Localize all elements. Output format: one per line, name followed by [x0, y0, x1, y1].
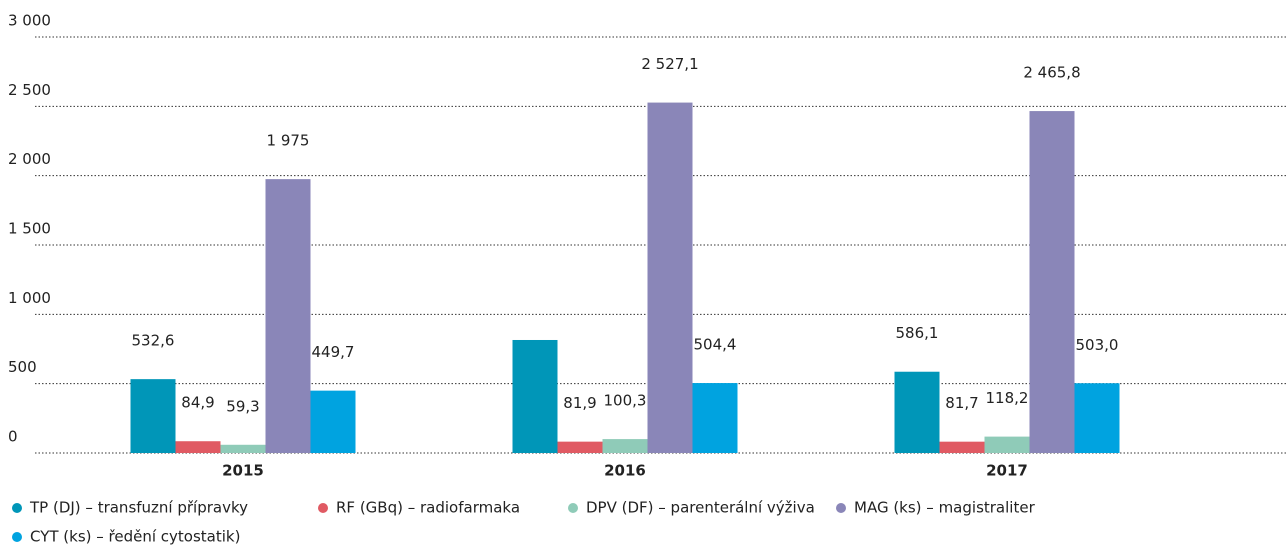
legend-marker: [836, 503, 846, 513]
bar: [557, 441, 603, 453]
data-label: 1 975: [267, 132, 310, 150]
data-label: 81,7: [945, 394, 978, 412]
bar: [1074, 383, 1120, 453]
legend-label: TP (DJ) – transfuzní přípravky: [29, 499, 248, 517]
data-label: 586,1: [896, 324, 939, 342]
data-label: 504,4: [694, 336, 737, 354]
legend-marker: [318, 503, 328, 513]
data-label: 118,2: [986, 389, 1029, 407]
data-label: 449,7: [312, 343, 355, 361]
legend-marker: [568, 503, 578, 513]
bar: [692, 383, 738, 453]
x-tick-label: 2015: [222, 462, 264, 480]
data-label: 84,9: [181, 394, 214, 412]
data-label: 81,9: [563, 394, 596, 412]
data-label: 503,0: [1076, 336, 1119, 354]
y-tick-label: 2 500: [8, 81, 51, 99]
x-tick-label: 2017: [986, 462, 1028, 480]
data-label: 100,3: [604, 392, 647, 410]
legend-marker: [12, 532, 22, 542]
bar: [130, 379, 176, 453]
y-tick-label: 2 000: [8, 150, 51, 168]
data-label: 532,6: [132, 332, 175, 350]
bar: [310, 390, 356, 453]
y-tick-label: 1 000: [8, 289, 51, 307]
legend-label: RF (GBq) – radiofarmaka: [336, 499, 520, 517]
data-label: 2 465,8: [1023, 64, 1080, 82]
data-label: 2 527,1: [641, 55, 698, 73]
bar: [602, 439, 648, 453]
legend-marker: [12, 503, 22, 513]
bar: [984, 436, 1030, 453]
bar: [647, 102, 693, 453]
legend-label: DPV (DF) – parenterální výživa: [586, 499, 815, 517]
y-tick-label: 1 500: [8, 220, 51, 238]
bar: [220, 444, 266, 453]
bar: [512, 339, 558, 453]
y-tick-label: 3 000: [8, 12, 51, 30]
bar: [1029, 111, 1075, 453]
bar: [894, 371, 940, 453]
y-tick-label: 500: [8, 358, 37, 376]
y-tick-label: 0: [8, 428, 18, 446]
x-tick-label: 2016: [604, 462, 646, 480]
legend-label: MAG (ks) – magistraliter: [854, 499, 1036, 517]
bar: [175, 441, 221, 453]
bar: [939, 441, 985, 453]
data-label: 59,3: [226, 397, 259, 415]
bar: [265, 179, 311, 453]
legend-label: CYT (ks) – ředění cytostatik): [30, 528, 240, 546]
